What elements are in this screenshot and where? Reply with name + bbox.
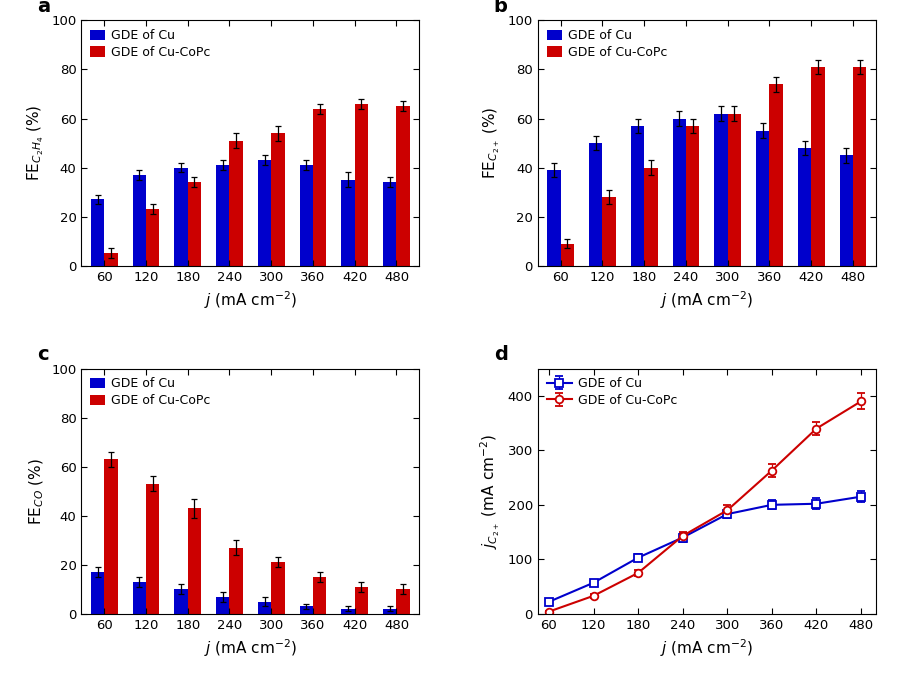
Bar xyxy=(713,114,727,266)
Bar xyxy=(188,508,201,614)
Bar xyxy=(104,254,117,266)
Text: d: d xyxy=(493,344,507,364)
Bar xyxy=(727,114,741,266)
Bar xyxy=(341,180,354,266)
Bar xyxy=(174,168,188,266)
Bar xyxy=(216,165,229,266)
Bar xyxy=(396,589,410,614)
Bar xyxy=(91,199,104,266)
Bar xyxy=(146,209,159,266)
Bar xyxy=(313,577,326,614)
Y-axis label: FE$_{CO}$ (%): FE$_{CO}$ (%) xyxy=(27,458,46,524)
Bar xyxy=(797,148,810,266)
Bar xyxy=(133,175,146,266)
Bar xyxy=(547,170,560,266)
Bar xyxy=(560,243,574,266)
Text: b: b xyxy=(493,0,507,16)
Bar xyxy=(271,563,284,614)
Bar xyxy=(174,589,188,614)
Bar xyxy=(313,108,326,266)
Bar xyxy=(229,140,243,266)
X-axis label: $j$ (mA cm$^{-2}$): $j$ (mA cm$^{-2}$) xyxy=(204,637,297,659)
Bar xyxy=(630,126,643,266)
Bar xyxy=(188,182,201,266)
Bar xyxy=(852,67,865,266)
Bar xyxy=(271,133,284,266)
X-axis label: $j$ (mA cm$^{-2}$): $j$ (mA cm$^{-2}$) xyxy=(659,289,752,311)
Bar xyxy=(354,104,368,266)
Bar xyxy=(588,143,602,266)
X-axis label: $j$ (mA cm$^{-2}$): $j$ (mA cm$^{-2}$) xyxy=(659,637,752,659)
Bar xyxy=(686,126,698,266)
Bar xyxy=(602,197,615,266)
Bar xyxy=(672,119,686,266)
Bar xyxy=(133,582,146,614)
Bar xyxy=(258,602,271,614)
Bar xyxy=(341,609,354,614)
Bar xyxy=(299,606,313,614)
Bar xyxy=(839,155,852,266)
Y-axis label: FE$_{C_{2+}}$ (%): FE$_{C_{2+}}$ (%) xyxy=(481,107,502,179)
Bar xyxy=(229,548,243,614)
Legend: GDE of Cu, GDE of Cu-CoPc: GDE of Cu, GDE of Cu-CoPc xyxy=(543,27,669,61)
Bar xyxy=(755,131,769,266)
Bar xyxy=(216,597,229,614)
Bar xyxy=(258,160,271,266)
Legend: GDE of Cu, GDE of Cu-CoPc: GDE of Cu, GDE of Cu-CoPc xyxy=(87,375,213,410)
Bar xyxy=(382,609,396,614)
X-axis label: $j$ (mA cm$^{-2}$): $j$ (mA cm$^{-2}$) xyxy=(204,289,297,311)
Bar xyxy=(810,67,824,266)
Text: a: a xyxy=(37,0,51,16)
Bar xyxy=(643,168,657,266)
Bar xyxy=(104,460,117,614)
Bar xyxy=(396,106,410,266)
Y-axis label: FE$_{C_2H_4}$ (%): FE$_{C_2H_4}$ (%) xyxy=(25,105,46,181)
Legend: GDE of Cu, GDE of Cu-CoPc: GDE of Cu, GDE of Cu-CoPc xyxy=(87,27,213,61)
Bar xyxy=(354,587,368,614)
Bar xyxy=(299,165,313,266)
Bar xyxy=(146,484,159,614)
Legend: GDE of Cu, GDE of Cu-CoPc: GDE of Cu, GDE of Cu-CoPc xyxy=(543,375,679,410)
Text: c: c xyxy=(37,344,49,364)
Bar xyxy=(769,84,782,266)
Bar xyxy=(382,182,396,266)
Y-axis label: $j_{C_{2+}}$ (mA cm$^{-2}$): $j_{C_{2+}}$ (mA cm$^{-2}$) xyxy=(478,434,502,549)
Bar xyxy=(91,572,104,614)
